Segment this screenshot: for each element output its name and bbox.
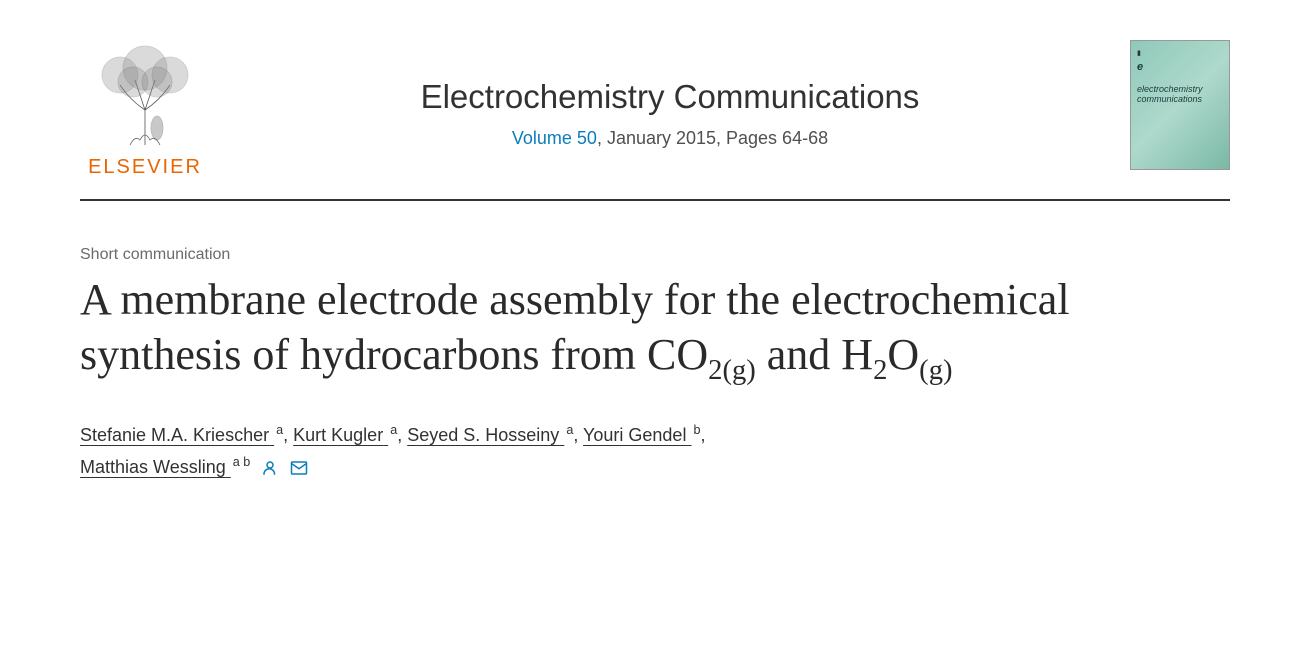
- author-link[interactable]: Seyed S. Hosseiny a: [407, 425, 573, 445]
- title-part: and H: [756, 330, 873, 379]
- publisher-logo[interactable]: ELSEVIER: [80, 40, 210, 179]
- journal-cover[interactable]: ▮ e electrochemistry communications: [1130, 40, 1230, 170]
- article-header: ELSEVIER Electrochemistry Communications…: [80, 40, 1230, 201]
- author-link[interactable]: Matthias Wessling a b: [80, 457, 250, 477]
- journal-title[interactable]: Electrochemistry Communications: [210, 78, 1130, 116]
- person-icon[interactable]: [261, 459, 279, 477]
- article-title: A membrane electrode assembly for the el…: [80, 272, 1230, 389]
- title-subscript: (g): [919, 355, 952, 386]
- authors-list: Stefanie M.A. Kriescher a, Kurt Kugler a…: [80, 419, 1230, 484]
- volume-date-pages: , January 2015, Pages 64-68: [597, 128, 828, 148]
- title-subscript: 2(g): [708, 355, 756, 386]
- author-link[interactable]: Kurt Kugler a: [293, 425, 397, 445]
- volume-line: Volume 50, January 2015, Pages 64-68: [210, 128, 1130, 149]
- author-link[interactable]: Youri Gendel b: [583, 425, 700, 445]
- publisher-name: ELSEVIER: [80, 156, 210, 179]
- title-subscript: 2: [873, 355, 887, 386]
- volume-link[interactable]: Volume 50: [512, 128, 597, 148]
- article-type: Short communication: [80, 246, 1230, 264]
- title-part: O: [887, 330, 919, 379]
- author-link[interactable]: Stefanie M.A. Kriescher a: [80, 425, 283, 445]
- elsevier-tree-icon: [85, 40, 205, 150]
- journal-info: Electrochemistry Communications Volume 5…: [210, 40, 1130, 149]
- cover-label: electrochemistry communications: [1137, 85, 1223, 105]
- mail-icon[interactable]: [289, 459, 309, 477]
